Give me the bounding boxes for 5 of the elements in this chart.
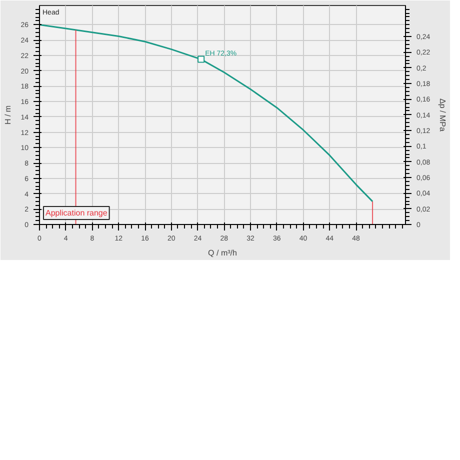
y-axis-title: H / m — [4, 105, 13, 125]
line-series — [40, 24, 374, 202]
y2-axis-title: Δp / MPa — [438, 98, 448, 132]
annotation: Application range — [46, 208, 108, 218]
x-axis-title: Q / m³/h — [208, 248, 237, 258]
